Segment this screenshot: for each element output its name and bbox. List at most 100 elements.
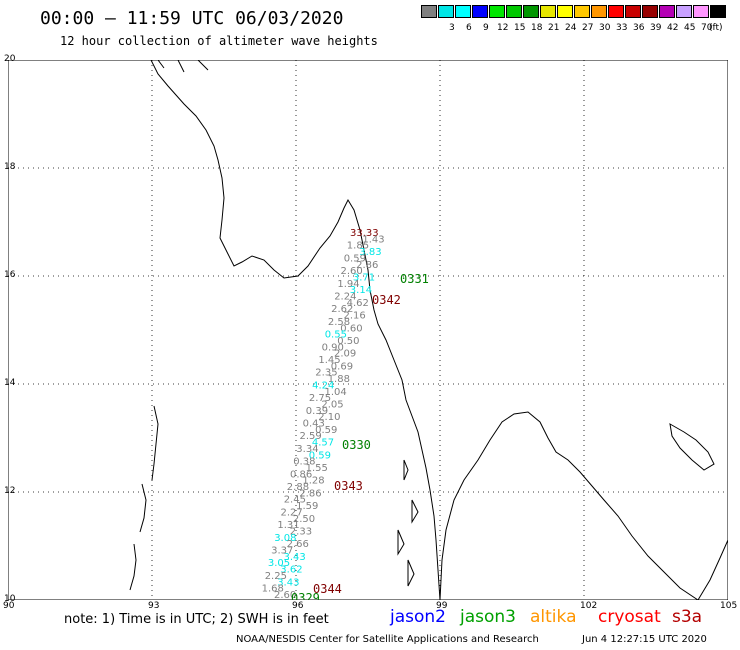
wave-height-layer: 33.331.431.853.830.592.862.603.711.943.1…	[262, 228, 385, 600]
legend-swatch	[642, 5, 658, 18]
legend-swatch	[438, 5, 454, 18]
wave-height-label: 0.86	[290, 469, 312, 480]
wave-height-label: 4.62	[347, 298, 369, 309]
legend-label: 3	[449, 23, 455, 33]
wave-height-label: 2.62	[331, 304, 353, 315]
pass-label: 0331	[400, 272, 429, 286]
map-canvas: 33.331.431.853.830.592.862.603.711.943.1…	[8, 60, 728, 600]
coast-andaman-north	[151, 405, 159, 481]
legend-swatch	[489, 5, 505, 18]
lon-label: 93	[148, 601, 160, 611]
legend-swatch	[659, 5, 675, 18]
wave-height-label: 3.14	[350, 285, 372, 296]
legend-label: 30	[599, 23, 611, 33]
wave-height-label: 0.55	[325, 330, 347, 341]
wave-height-label: 3.71	[353, 273, 375, 284]
legend-label: 18	[531, 23, 543, 33]
legend-swatch	[574, 5, 590, 18]
wave-height-label: 2.88	[287, 482, 309, 493]
coast-andaman-south	[129, 543, 137, 591]
coast-andaman-middle	[139, 483, 147, 533]
legend-label: 36	[633, 23, 645, 33]
wave-height-label: 2.75	[309, 393, 331, 404]
wave-height-label: 2.86	[299, 488, 321, 499]
coast-islands-mergui	[397, 459, 419, 587]
wave-height-label: 2.35	[315, 368, 337, 379]
page-subtitle: 12 hour collection of altimeter wave hei…	[60, 34, 378, 48]
wave-height-label: 1.43	[362, 234, 384, 245]
coastline	[129, 60, 728, 600]
legend-swatch	[591, 5, 607, 18]
legend-swatch	[421, 5, 437, 18]
satellite-label: jason3	[460, 607, 516, 627]
wave-height-label: 1.04	[325, 387, 347, 398]
satellite-label: s3a	[672, 607, 703, 627]
wave-height-label: 2.05	[321, 400, 343, 411]
legend-label: 24	[565, 23, 577, 33]
legend-label: 9	[483, 23, 489, 33]
wave-height-label: 1.85	[347, 241, 369, 252]
pass-label: 0342	[372, 293, 401, 307]
wave-height-label: 3.62	[280, 565, 302, 576]
wave-height-label: 3.34	[296, 444, 318, 455]
satellite-label: cryosat	[598, 607, 661, 627]
legend-unit: (ft)	[709, 23, 723, 33]
lat-label: 14	[4, 378, 16, 388]
wave-height-label: 1.55	[306, 463, 328, 474]
coast-vietnam-island	[669, 423, 715, 471]
wave-height-label: 2.60	[274, 590, 296, 600]
footer-credit: NOAA/NESDIS Center for Satellite Applica…	[236, 634, 539, 645]
lon-label: 90	[3, 601, 15, 611]
legend-label: 12	[497, 23, 509, 33]
wave-height-label: 3.37	[271, 546, 293, 557]
legend-swatch	[472, 5, 488, 18]
wave-height-label: 1.68	[262, 584, 284, 595]
legend-swatch	[676, 5, 692, 18]
legend-swatch	[693, 5, 709, 18]
wave-height-label: 4.57	[312, 438, 334, 449]
pass-label: 0344	[313, 582, 342, 596]
wave-height-label: 2.10	[318, 412, 340, 423]
wave-height-label: 1.45	[318, 355, 340, 366]
map-frame	[8, 60, 728, 600]
pass-label: 0343	[334, 479, 363, 493]
wave-height-label: 4.24	[312, 380, 334, 391]
lon-label: 105	[720, 601, 738, 611]
wave-height-label: 2.59	[300, 431, 322, 442]
legend-label: 6	[466, 23, 472, 33]
legend-swatch	[710, 5, 726, 18]
wave-height-label: 3.43	[277, 577, 299, 588]
legend-label: 42	[667, 23, 679, 33]
legend-swatch	[557, 5, 573, 18]
wave-height-label: 3.83	[359, 247, 381, 258]
wave-height-label: 2.50	[293, 514, 315, 525]
wave-height-label: 1.94	[337, 279, 359, 290]
legend-swatch	[608, 5, 624, 18]
wave-height-label: 2.25	[265, 571, 287, 582]
pass-label: 0329	[291, 591, 320, 600]
legend-label: 15	[514, 23, 526, 33]
pass-label: 0330	[342, 438, 371, 452]
wave-height-label: 2.60	[341, 266, 363, 277]
lat-label: 18	[4, 162, 16, 172]
lat-label: 12	[4, 486, 16, 496]
legend-swatch	[540, 5, 556, 18]
legend-swatch	[506, 5, 522, 18]
footer-note: note: 1) Time is in UTC; 2) SWH is in fe…	[64, 612, 329, 627]
wave-height-label: 0.39	[306, 406, 328, 417]
wave-height-label: 2.66	[287, 539, 309, 550]
satellite-label: altika	[530, 607, 577, 627]
legend-label: 39	[650, 23, 662, 33]
coast-thailand-gulf	[439, 411, 699, 600]
lat-label: 20	[4, 54, 16, 64]
wave-height-label: 2.58	[328, 317, 350, 328]
legend-label: 45	[684, 23, 696, 33]
wave-height-label: 0.38	[293, 457, 315, 468]
coast-cambodia	[697, 539, 728, 600]
legend-swatch	[523, 5, 539, 18]
wave-height-label: 3.43	[284, 552, 306, 563]
wave-height-label: 2.09	[334, 349, 356, 360]
wave-height-label: 0.69	[331, 361, 353, 372]
wave-height-label: 0.60	[340, 323, 362, 334]
wave-height-label: 2.27	[281, 507, 303, 518]
